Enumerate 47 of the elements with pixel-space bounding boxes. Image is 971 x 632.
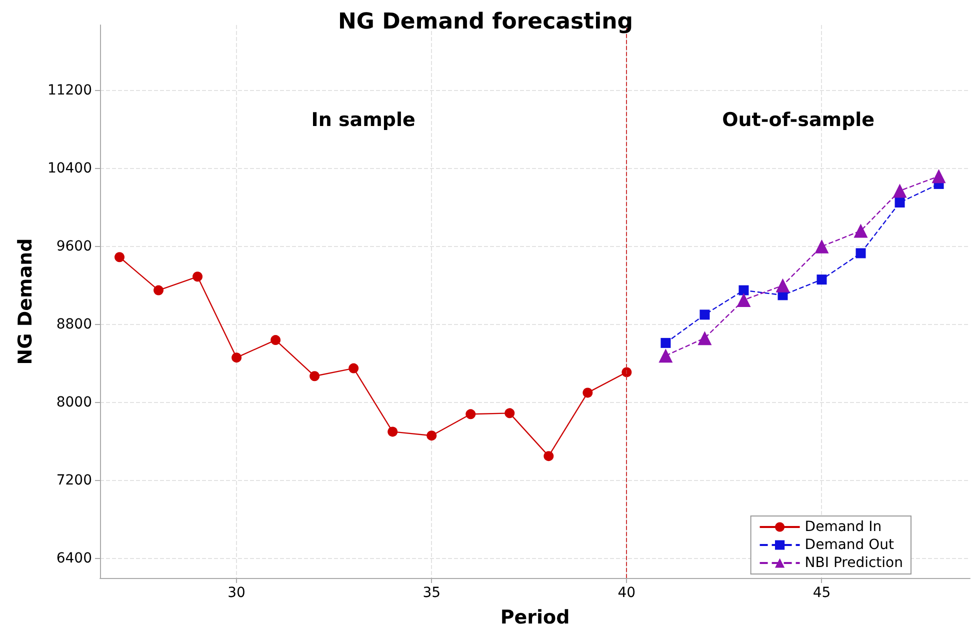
point bbox=[192, 272, 203, 282]
point bbox=[700, 310, 710, 320]
legend-label: NBI Prediction bbox=[804, 555, 904, 571]
point bbox=[388, 426, 398, 437]
point bbox=[894, 198, 905, 208]
y-tick-label: 7200 bbox=[56, 472, 92, 488]
x-tick-label: 30 bbox=[228, 585, 246, 601]
annotation: In sample bbox=[311, 109, 416, 131]
y-tick-label: 8000 bbox=[56, 394, 92, 410]
point bbox=[698, 331, 712, 346]
point bbox=[466, 409, 476, 420]
x-tick-label: 35 bbox=[422, 585, 441, 601]
point bbox=[816, 274, 827, 285]
y-tick-label: 11200 bbox=[47, 82, 92, 98]
legend-label: Demand Out bbox=[804, 537, 895, 553]
point bbox=[660, 338, 671, 348]
y-tick-label: 8800 bbox=[56, 316, 92, 332]
point bbox=[736, 293, 751, 308]
point bbox=[154, 285, 164, 296]
chart-title: NG Demand forecasting bbox=[338, 10, 634, 34]
point bbox=[814, 239, 829, 254]
x-tick-label: 45 bbox=[812, 585, 831, 601]
x-axis-title: Period bbox=[500, 606, 570, 628]
point bbox=[932, 169, 946, 184]
point bbox=[658, 348, 673, 363]
point bbox=[738, 285, 749, 296]
point bbox=[310, 371, 320, 382]
point bbox=[892, 184, 907, 198]
point bbox=[426, 430, 437, 441]
x-tick-label: 40 bbox=[618, 585, 636, 601]
point bbox=[270, 335, 281, 346]
point bbox=[582, 388, 593, 398]
point bbox=[348, 363, 359, 374]
point bbox=[232, 352, 242, 363]
legend-label: Demand In bbox=[804, 519, 882, 535]
y-tick-label: 10400 bbox=[47, 160, 92, 176]
annotation: Out-of-sample bbox=[722, 109, 875, 131]
point bbox=[854, 224, 868, 238]
y-tick-label: 9600 bbox=[56, 238, 92, 254]
y-tick-label: 6400 bbox=[56, 550, 92, 566]
point bbox=[114, 252, 125, 262]
point bbox=[856, 248, 866, 258]
point bbox=[544, 451, 554, 462]
y-axis-title: NG Demand bbox=[14, 238, 36, 365]
point bbox=[776, 278, 790, 292]
point bbox=[504, 408, 515, 418]
point bbox=[622, 367, 632, 378]
